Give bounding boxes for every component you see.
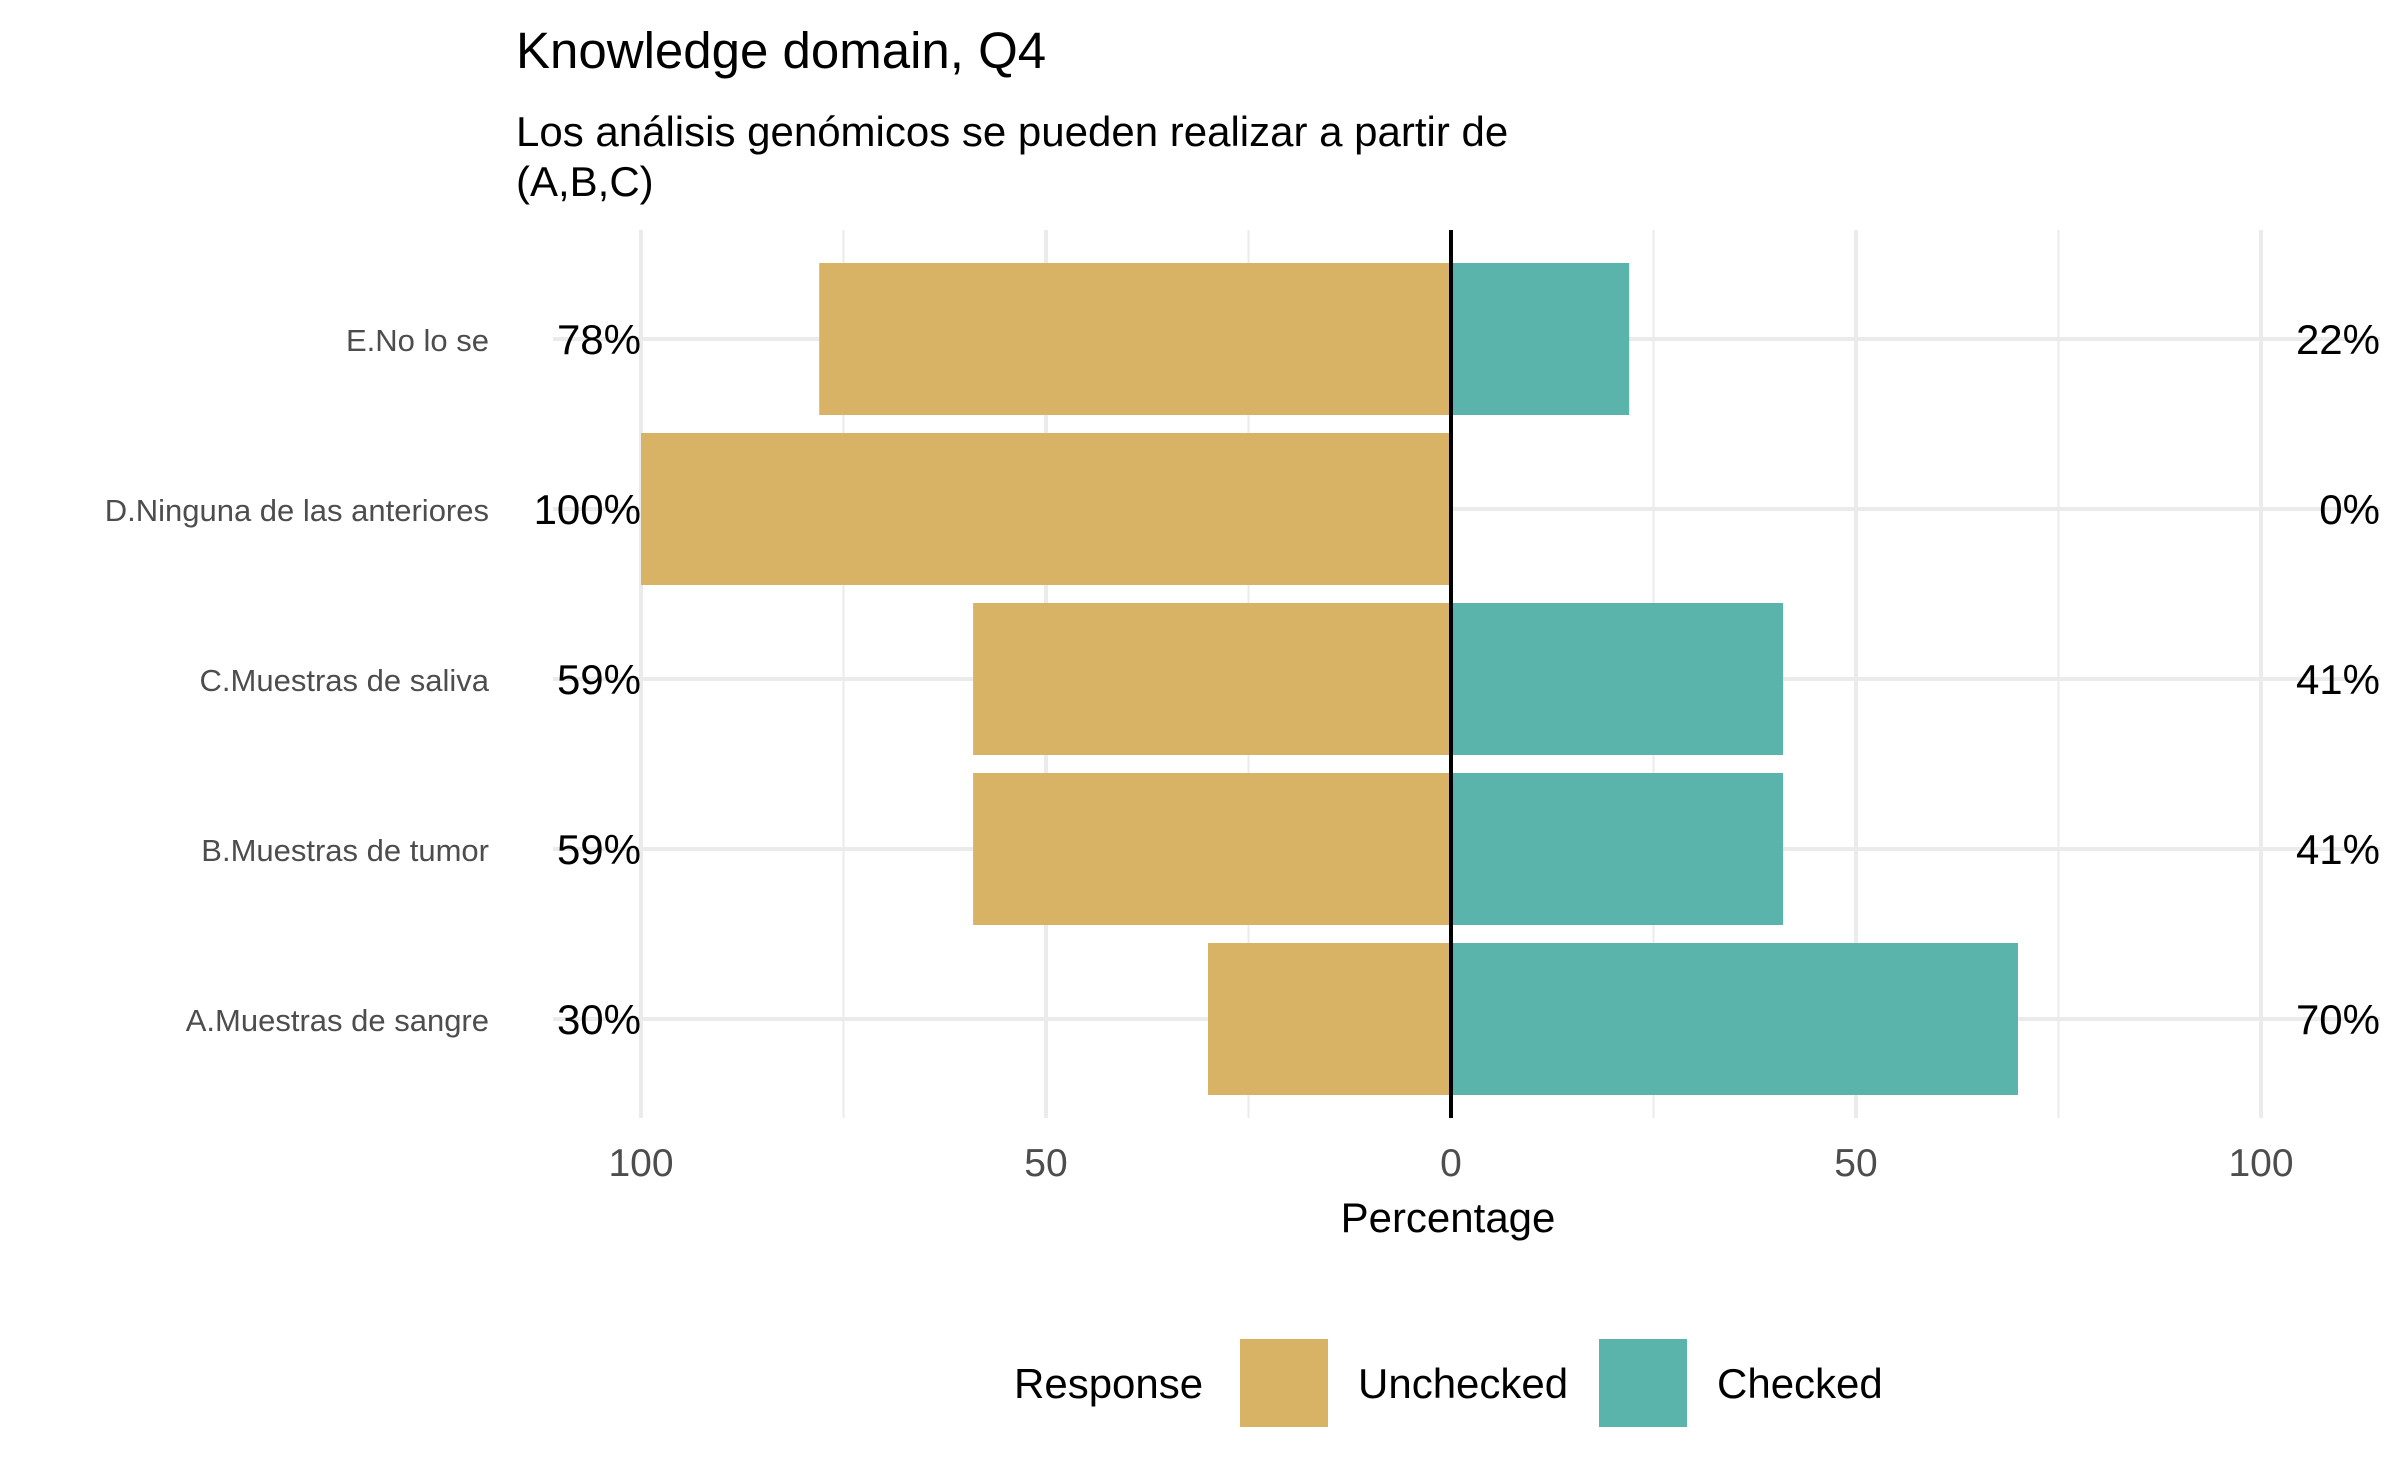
checked-percent-labels: 22% 0% 41% 41% 70% [2296, 316, 2380, 1043]
legend: Response Unchecked Checked [1014, 1339, 1883, 1427]
legend-items: Unchecked Checked [1240, 1339, 1883, 1427]
checked-percent-label: 70% [2296, 996, 2380, 1043]
bar-checked [1451, 603, 1784, 755]
legend-key-unchecked [1240, 1339, 1328, 1427]
x-tick-label: 0 [1440, 1142, 1462, 1185]
checked-percent-label: 41% [2296, 826, 2380, 873]
x-axis-tick-labels: 100 50 0 50 100 [608, 1142, 2293, 1185]
unchecked-percent-label: 100% [534, 486, 641, 533]
bar-unchecked [641, 433, 1451, 585]
bar-unchecked [973, 773, 1451, 925]
checked-percent-label: 41% [2296, 656, 2380, 703]
legend-label-checked: Checked [1717, 1360, 1883, 1407]
bar-unchecked [819, 263, 1451, 415]
x-tick-label: 100 [608, 1142, 673, 1185]
unchecked-percent-label: 30% [557, 996, 641, 1043]
x-tick-label: 50 [1024, 1142, 1067, 1185]
bar-checked [1451, 263, 1630, 415]
unchecked-percent-labels: 78% 100% 59% 59% 30% [534, 316, 641, 1043]
unchecked-percent-label: 78% [557, 316, 641, 363]
category-labels: E.No lo se D.Ninguna de las anteriores C.M… [105, 323, 490, 1038]
legend-title: Response [1014, 1360, 1203, 1407]
checked-percent-label: 0% [2319, 486, 2380, 533]
unchecked-percent-label: 59% [557, 656, 641, 703]
legend-key-checked [1599, 1339, 1687, 1427]
category-label: C.Muestras de saliva [200, 663, 490, 698]
bar-unchecked [1208, 943, 1451, 1095]
category-label: D.Ninguna de las anteriores [105, 493, 489, 528]
category-label: B.Muestras de tumor [201, 833, 489, 868]
legend-label-unchecked: Unchecked [1358, 1360, 1568, 1407]
unchecked-percent-label: 59% [557, 826, 641, 873]
checked-percent-label: 22% [2296, 316, 2380, 363]
x-tick-label: 100 [2228, 1142, 2293, 1185]
x-tick-label: 50 [1834, 1142, 1877, 1185]
bar-checked [1451, 943, 2018, 1095]
x-axis-title: Percentage [1341, 1194, 1556, 1241]
category-label: E.No lo se [346, 323, 489, 358]
chart-title: Knowledge domain, Q4 [516, 22, 1046, 79]
bars [641, 263, 2018, 1095]
bar-unchecked [973, 603, 1451, 755]
category-label: A.Muestras de sangre [186, 1003, 489, 1038]
chart-subtitle: Los análisis genómicos se pueden realiza… [516, 108, 1508, 205]
bar-checked [1451, 773, 1784, 925]
